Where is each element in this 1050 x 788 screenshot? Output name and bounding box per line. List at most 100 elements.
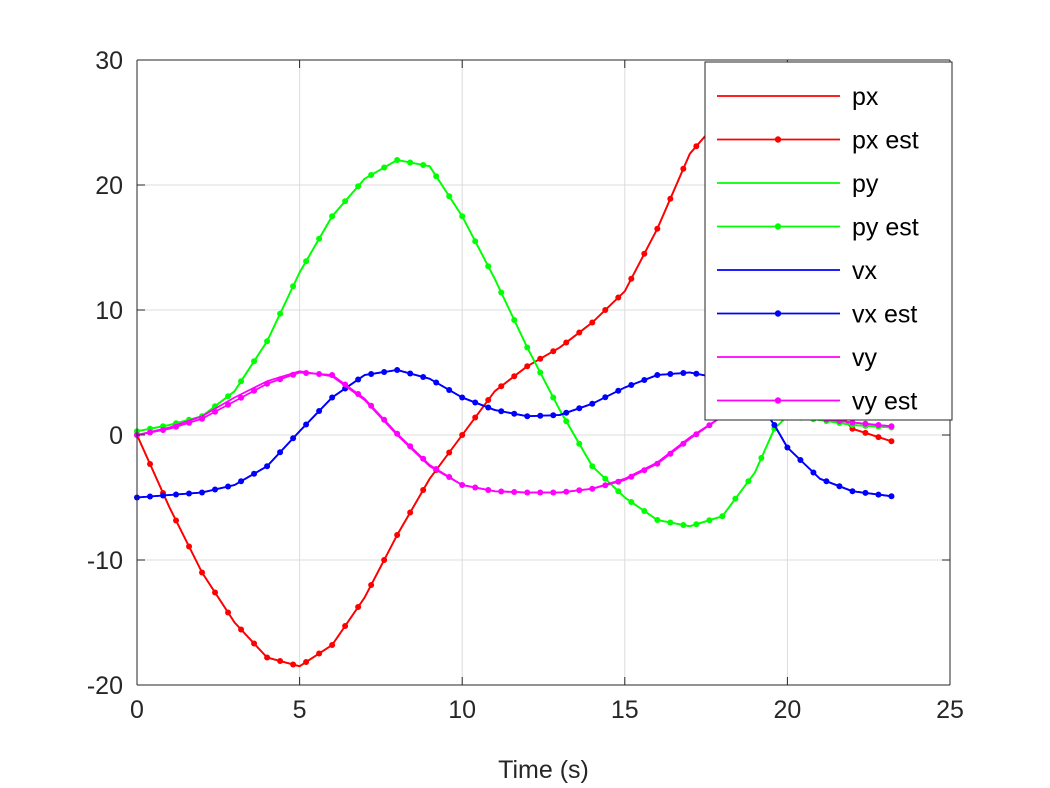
legend-item: py [717,170,879,198]
data-point [446,193,453,200]
data-point [563,339,570,346]
data-point [277,658,284,664]
data-point [823,478,830,485]
data-point [719,513,726,520]
data-point [147,461,154,467]
legend: px px est py py est vx vx est vy vy est [704,61,953,421]
y-tick-label: -10 [87,547,123,575]
legend-marker [774,397,782,404]
data-point [758,454,765,461]
data-point [355,183,362,190]
data-point [875,422,882,428]
data-point [524,344,531,351]
data-point [589,319,596,326]
data-point [433,173,440,180]
data-point [654,225,661,232]
data-point [628,275,635,282]
data-point [225,393,232,400]
data-point [394,367,401,373]
x-tick-label: 15 [611,696,639,724]
legend-label: vx [852,257,878,285]
data-point [745,478,752,485]
data-point [693,431,700,438]
data-point [212,408,219,415]
data-point [862,420,869,427]
data-point [407,159,414,166]
data-point [381,369,388,375]
legend-item: px est [717,127,919,155]
data-point [160,427,167,433]
data-point [563,418,570,425]
data-point [615,488,622,495]
data-point [290,283,297,290]
data-point [693,370,700,377]
plot-series [134,113,895,668]
data-point [576,440,583,447]
data-point [368,371,375,377]
data-point [303,370,310,376]
data-point [303,421,310,428]
data-point [641,250,648,257]
data-point [472,238,479,245]
data-point [602,482,609,489]
data-point [238,378,245,385]
data-point [316,650,323,657]
legend-label: vy est [852,388,917,416]
data-point [342,198,349,205]
data-point [407,509,414,516]
data-point [589,400,596,407]
data-point [602,475,609,482]
data-point [433,379,440,386]
data-point [394,157,401,163]
data-point [615,294,622,301]
legend-item: vx est [717,301,917,329]
data-point [654,460,661,467]
data-point [329,642,336,648]
data-point [680,440,687,447]
data-point [667,195,674,202]
x-tick-label: 0 [130,696,144,724]
data-point [329,394,336,401]
data-point [654,517,661,523]
data-point [329,213,336,220]
data-point [654,372,661,378]
data-point [225,483,232,490]
data-point [290,661,297,668]
data-point [563,488,570,495]
data-point [199,415,206,422]
data-point [602,394,609,401]
data-point [251,387,258,394]
data-point [433,466,440,472]
data-point [355,391,362,397]
data-point [810,469,817,476]
data-point [498,289,505,296]
data-point [381,164,388,171]
y-tick-label: 0 [109,422,123,450]
data-point [251,470,258,477]
data-point [511,373,518,380]
data-point [368,402,375,409]
data-point [797,457,804,463]
data-point [459,482,466,488]
data-point [446,474,453,480]
data-point [147,493,154,500]
data-point [524,489,531,496]
data-point [459,213,466,220]
data-point [550,394,557,401]
data-point [888,423,895,430]
data-point [615,387,622,394]
data-point [316,235,323,242]
data-point [186,543,193,550]
data-point [485,487,492,493]
data-point [420,455,427,462]
legend-marker [774,223,782,230]
data-point [316,408,323,414]
data-point [498,488,505,495]
data-point [485,397,492,403]
legend-item: vy [717,344,878,372]
data-point [524,363,531,370]
data-point [459,394,466,401]
y-tick-label: 20 [95,172,123,200]
data-point [446,387,453,393]
data-point [888,438,895,445]
